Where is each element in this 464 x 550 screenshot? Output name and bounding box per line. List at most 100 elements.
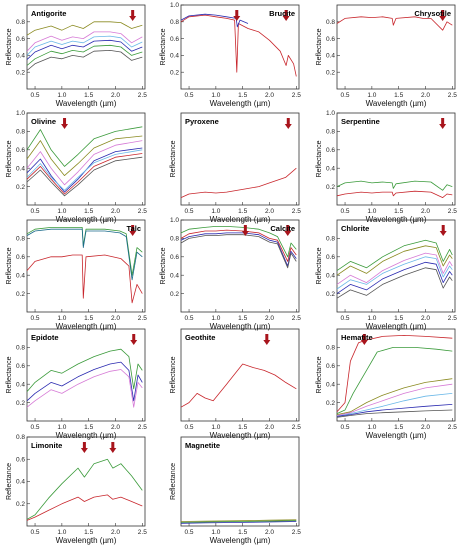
spectrum-line-1 (180, 363, 297, 408)
y-tick-label: 0.6 (326, 36, 335, 43)
absorption-arrow (439, 10, 447, 21)
x-axis-label: Wavelength (µm) (210, 536, 271, 545)
panel-hematite: 0.5 1.0 1.5 2.0 2.5 0.2 0.4 0.6 0.8 Hematite Wavel… (316, 328, 457, 440)
x-tick-label: 0.5 (341, 208, 350, 215)
panel-title: Epidote (31, 333, 59, 342)
spectrum-line-2 (180, 13, 249, 28)
x-tick-label: 0.5 (31, 315, 40, 322)
y-tick-label: 0.4 (16, 381, 25, 388)
y-axis-label: Reflectance (6, 356, 13, 393)
x-tick-label: 1.0 (211, 208, 220, 215)
spectrum-line-3 (180, 232, 297, 267)
x-axis-label: Wavelength (µm) (366, 99, 427, 108)
x-tick-label: 2.5 (448, 92, 457, 99)
spectrum-line-4 (336, 256, 453, 290)
x-tick-label: 2.5 (138, 529, 147, 536)
x-tick-label: 2.0 (265, 424, 274, 431)
absorption-arrow (360, 334, 368, 345)
y-axis-label: Reflectance (316, 140, 323, 177)
spectrum-line-2 (336, 245, 453, 276)
y-tick-label: 0.4 (16, 272, 25, 279)
x-tick-label: 2.0 (421, 424, 430, 431)
x-tick-label: 0.5 (31, 92, 40, 99)
y-tick-label: 0.2 (16, 184, 25, 191)
spectrum-line-1 (26, 348, 143, 392)
plot-frame (180, 436, 300, 527)
x-tick-label: 1.0 (57, 208, 66, 215)
spectrum-line-1 (26, 227, 143, 276)
x-tick-label: 2.5 (448, 424, 457, 431)
spectrum-line-6 (336, 267, 453, 299)
absorption-arrow (233, 10, 241, 21)
panel-title: Magnetite (185, 441, 220, 450)
y-tick-label: 0.2 (326, 69, 335, 76)
y-axis-label: Reflectance (160, 28, 167, 65)
spectrum-line-1 (26, 458, 143, 520)
panel-title: Chrysotile (414, 9, 451, 18)
panel-title: Limonite (31, 441, 62, 450)
absorption-arrow (284, 118, 292, 129)
x-axis-label: Wavelength (µm) (366, 431, 427, 440)
absorption-arrow (241, 225, 249, 236)
spectrum-line-7 (336, 409, 453, 418)
plot-frame (180, 4, 300, 90)
y-tick-label: 0.8 (326, 345, 335, 352)
spectrum-line-1 (336, 239, 453, 271)
x-tick-label: 0.5 (185, 315, 194, 322)
y-tick-label: 0.8 (170, 236, 179, 243)
spectrum-line-2 (26, 228, 143, 281)
x-tick-label: 2.0 (265, 315, 274, 322)
panel-title: Talc (127, 224, 141, 233)
x-tick-label: 1.5 (238, 424, 247, 431)
y-tick-label: 0.8 (16, 236, 25, 243)
spectrum-line-6 (26, 153, 143, 195)
spectrum-line-3 (336, 252, 453, 285)
spectrum-line-1 (26, 21, 143, 36)
panel-pyroxene: 0.5 1.0 1.5 2.0 2.5 Pyroxene Wavelength (µm) Re… (170, 112, 301, 224)
x-tick-label: 2.0 (111, 315, 120, 322)
x-axis-label: Wavelength (µm) (56, 536, 117, 545)
spectrum-line-7 (26, 156, 143, 197)
absorption-arrow (129, 10, 137, 21)
x-tick-label: 2.5 (292, 424, 301, 431)
x-tick-label: 1.5 (84, 92, 93, 99)
x-tick-label: 0.5 (185, 208, 194, 215)
absorption-arrow (61, 118, 69, 129)
spectrum-line-4 (336, 383, 453, 416)
x-tick-label: 1.5 (394, 208, 403, 215)
y-axis-label: Reflectance (6, 463, 13, 500)
y-tick-label: 0.6 (326, 363, 335, 370)
spectrum-line-4 (26, 39, 143, 60)
x-tick-label: 1.0 (367, 92, 376, 99)
absorption-arrow (80, 442, 88, 453)
spectrum-line-3 (26, 369, 143, 408)
x-tick-label: 0.5 (31, 424, 40, 431)
x-tick-label: 2.0 (421, 208, 430, 215)
y-tick-label: 0.2 (16, 69, 25, 76)
x-tick-label: 2.0 (111, 208, 120, 215)
x-tick-label: 2.5 (292, 529, 301, 536)
x-tick-label: 1.5 (238, 529, 247, 536)
spectrum-line-2 (336, 190, 453, 198)
y-axis-label: Reflectance (316, 247, 323, 284)
x-tick-label: 0.5 (185, 529, 194, 536)
x-tick-label: 2.5 (292, 92, 301, 99)
y-tick-label: 1.0 (16, 110, 25, 117)
panel-title: Brucite (269, 9, 295, 18)
x-axis-label: Wavelength (µm) (210, 431, 271, 440)
spectrum-line-1 (336, 335, 453, 413)
y-axis-label: Reflectance (170, 140, 177, 177)
y-tick-label: 0.4 (326, 165, 335, 172)
x-tick-label: 1.5 (394, 315, 403, 322)
x-axis-label: Wavelength (µm) (366, 215, 427, 224)
y-tick-label: 0.6 (16, 147, 25, 154)
plot-frame (180, 219, 300, 313)
x-tick-label: 1.0 (211, 92, 220, 99)
y-axis-label: Reflectance (160, 247, 167, 284)
panel-title: Calcite (270, 224, 295, 233)
spectrum-line-2 (336, 347, 453, 414)
x-tick-label: 2.0 (111, 424, 120, 431)
x-tick-label: 0.5 (341, 424, 350, 431)
x-tick-label: 0.5 (31, 529, 40, 536)
spectrum-line-1 (180, 14, 297, 77)
